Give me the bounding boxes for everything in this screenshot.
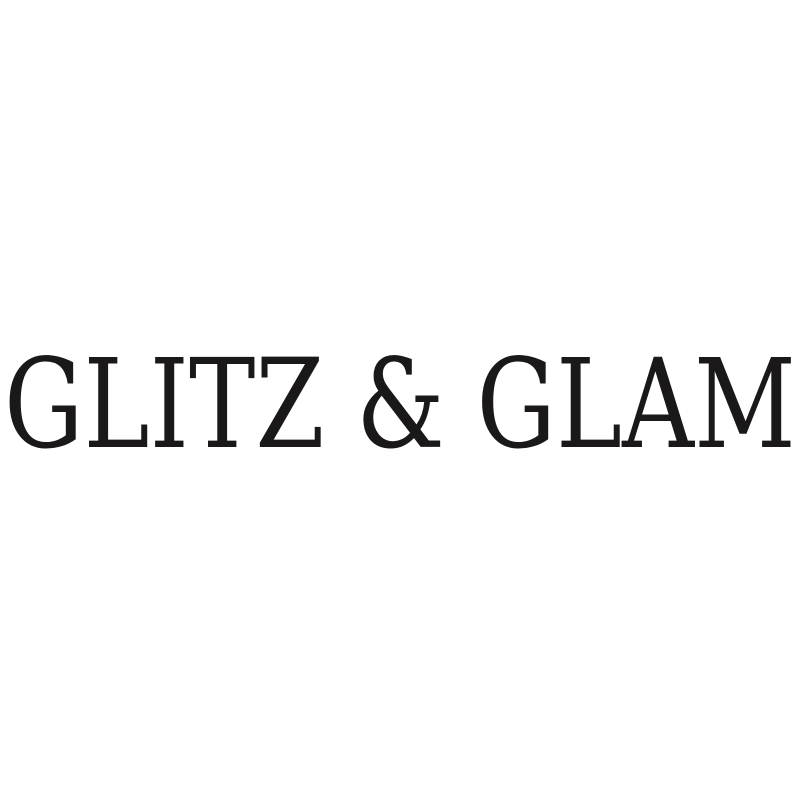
brand-wordmark: GLITZ & GLAM: [4, 333, 796, 477]
